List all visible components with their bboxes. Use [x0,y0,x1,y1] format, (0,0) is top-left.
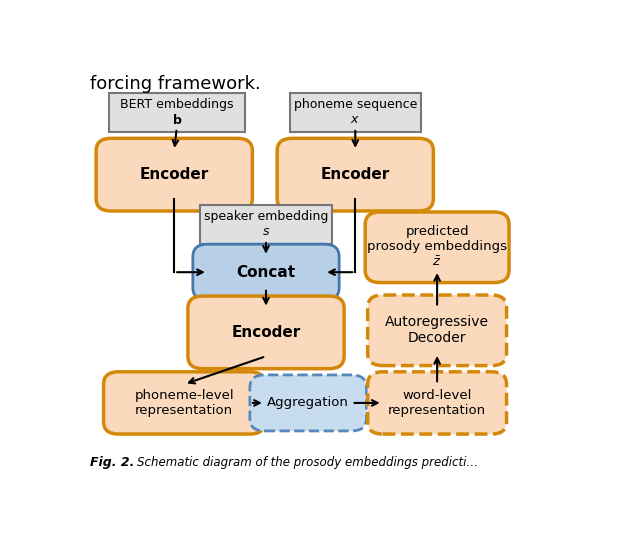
Text: word-level
representation: word-level representation [388,389,486,417]
FancyBboxPatch shape [109,93,245,132]
FancyBboxPatch shape [367,372,507,434]
Text: predicted
prosody embeddings
$\bar{z}$: predicted prosody embeddings $\bar{z}$ [367,225,507,269]
FancyBboxPatch shape [367,295,507,365]
Text: forcing framework.: forcing framework. [90,75,260,93]
Text: Autoregressive
Decoder: Autoregressive Decoder [385,315,489,345]
FancyBboxPatch shape [96,139,252,211]
FancyBboxPatch shape [193,244,339,300]
Text: phoneme-level
representation: phoneme-level representation [134,389,234,417]
Text: Aggregation: Aggregation [268,396,349,410]
Text: Encoder: Encoder [232,325,301,340]
FancyBboxPatch shape [250,375,367,431]
FancyBboxPatch shape [188,296,344,369]
FancyBboxPatch shape [277,139,433,211]
FancyBboxPatch shape [200,205,332,244]
Text: speaker embedding
$\mathit{s}$: speaker embedding $\mathit{s}$ [204,210,328,238]
FancyBboxPatch shape [365,212,509,282]
Text: BERT embeddings
$\mathbf{b}$: BERT embeddings $\mathbf{b}$ [120,98,234,127]
Text: Encoder: Encoder [140,167,209,182]
Text: Concat: Concat [236,265,296,280]
FancyBboxPatch shape [104,372,265,434]
Text: Fig. 2.: Fig. 2. [90,457,134,469]
Text: Schematic diagram of the prosody embeddings predicti…: Schematic diagram of the prosody embeddi… [137,457,478,469]
FancyBboxPatch shape [289,93,421,132]
Text: Encoder: Encoder [321,167,390,182]
Text: phoneme sequence
$\mathit{x}$: phoneme sequence $\mathit{x}$ [294,99,417,127]
